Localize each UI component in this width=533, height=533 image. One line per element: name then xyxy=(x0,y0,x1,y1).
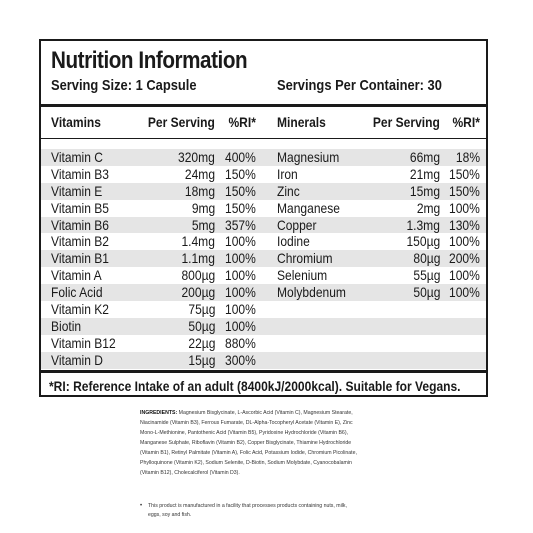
mineral-per-serving: 55µg xyxy=(412,267,440,284)
vitamin-per-serving: 22µg xyxy=(187,334,215,351)
vitamin-ri: 100% xyxy=(225,284,256,301)
vitamin-ri: 357% xyxy=(225,216,256,233)
table-row: Vitamin K2 75µg 100% xyxy=(41,301,486,318)
vitamin-name: Vitamin B5 xyxy=(51,199,110,216)
mineral-ri: 130% xyxy=(449,216,480,233)
table-row: Vitamin A 800µg 100% Selenium 55µg 100% xyxy=(41,267,486,284)
table-row: Vitamin B1 1.1mg 100% Chromium 80µg 200% xyxy=(41,250,486,268)
divider-header xyxy=(41,138,486,139)
vitamin-name: Folic Acid xyxy=(51,284,103,301)
vitamin-per-serving: 800µg xyxy=(181,267,215,284)
table-row: Vitamin D 15µg 300% xyxy=(41,351,486,369)
vitamin-per-serving: 320mg xyxy=(178,149,215,165)
header-minerals: Minerals xyxy=(277,114,326,130)
nutrient-table: Vitamin C 320mg 400% Magnesium 66mg 18% Vitami… xyxy=(41,149,486,369)
mineral-ri: 100% xyxy=(449,199,480,216)
mineral-ri: 100% xyxy=(449,267,480,284)
header-ri-vitamins: %RI* xyxy=(228,114,256,130)
allergen-note: This product is manufactured in a facili… xyxy=(148,503,347,518)
mineral-name: Molybdenum xyxy=(277,284,346,301)
header-vitamins: Vitamins xyxy=(51,114,101,130)
table-row: Vitamin E 18mg 150% Zinc 15mg 150% xyxy=(41,182,486,200)
mineral-name: Iron xyxy=(277,165,298,182)
mineral-name: Manganese xyxy=(277,199,340,216)
mineral-name: Iodine xyxy=(277,233,310,250)
vitamin-name: Vitamin C xyxy=(51,149,103,165)
mineral-per-serving: 50µg xyxy=(412,284,440,301)
nutrition-panel: Nutrition Information Serving Size: 1 Ca… xyxy=(39,39,488,397)
vitamin-ri: 400% xyxy=(225,149,256,165)
vitamin-per-serving: 5mg xyxy=(191,216,215,233)
divider-top xyxy=(41,104,486,107)
vitamin-name: Biotin xyxy=(51,317,82,334)
mineral-per-serving: 66mg xyxy=(409,149,440,165)
ingredients-block: INGREDIENTS: Magnesium Bisglycinate, L-A… xyxy=(140,408,360,478)
vitamin-name: Vitamin B1 xyxy=(51,250,110,267)
header-per-serving-minerals: Per Serving xyxy=(373,114,440,130)
mineral-per-serving: 80µg xyxy=(412,250,440,267)
mineral-name: Magnesium xyxy=(277,149,340,165)
ingredients-text: Magnesium Bisglycinate, L-Ascorbic Acid … xyxy=(140,410,357,476)
vitamin-ri: 150% xyxy=(225,165,256,182)
vitamin-name: Vitamin B2 xyxy=(51,233,110,250)
servings-per-container: Servings Per Container: 30 xyxy=(277,77,442,94)
header-ri-minerals: %RI* xyxy=(452,114,480,130)
table-row: Vitamin B5 9mg 150% Manganese 2mg 100% xyxy=(41,200,486,217)
vitamin-per-serving: 1.4mg xyxy=(181,233,215,250)
table-row: Vitamin C 320mg 400% Magnesium 66mg 18% xyxy=(41,149,486,166)
mineral-ri: 150% xyxy=(449,182,480,199)
vitamin-per-serving: 200µg xyxy=(181,284,215,301)
vitamin-ri: 100% xyxy=(225,317,256,334)
table-row: Biotin 50µg 100% xyxy=(41,317,486,335)
vitamin-ri: 300% xyxy=(225,351,256,368)
ingredients-label: INGREDIENTS: xyxy=(140,410,178,416)
panel-title: Nutrition Information xyxy=(51,47,248,74)
mineral-ri: 100% xyxy=(449,233,480,250)
mineral-ri: 100% xyxy=(449,284,480,301)
mineral-ri: 18% xyxy=(455,149,480,165)
mineral-per-serving: 1.3mg xyxy=(406,216,440,233)
mineral-name: Copper xyxy=(277,216,317,233)
mineral-per-serving: 21mg xyxy=(409,165,440,182)
vitamin-per-serving: 50µg xyxy=(187,317,215,334)
mineral-per-serving: 2mg xyxy=(416,199,440,216)
vitamin-ri: 880% xyxy=(225,334,256,351)
vitamin-ri: 100% xyxy=(225,250,256,267)
bullet-icon: • xyxy=(140,503,143,509)
vitamin-name: Vitamin B3 xyxy=(51,165,110,182)
vitamin-name: Vitamin K2 xyxy=(51,301,110,318)
vitamin-name: Vitamin A xyxy=(51,267,102,284)
vitamin-name: Vitamin B12 xyxy=(51,334,116,351)
table-row: Vitamin B3 24mg 150% Iron 21mg 150% xyxy=(41,166,486,183)
mineral-per-serving: 15mg xyxy=(409,182,440,199)
ri-footnote: *RI: Reference Intake of an adult (8400k… xyxy=(49,378,461,394)
mineral-name: Chromium xyxy=(277,250,333,267)
mineral-name: Selenium xyxy=(277,267,328,284)
vitamin-per-serving: 18mg xyxy=(184,182,215,199)
vitamin-ri: 100% xyxy=(225,301,256,318)
vitamin-name: Vitamin D xyxy=(51,351,103,368)
vitamin-ri: 150% xyxy=(225,182,256,199)
serving-size: Serving Size: 1 Capsule xyxy=(51,77,197,94)
vitamin-ri: 100% xyxy=(225,233,256,250)
mineral-per-serving: 150µg xyxy=(406,233,440,250)
table-row: Folic Acid 200µg 100% Molybdenum 50µg 100% xyxy=(41,284,486,302)
vitamin-ri: 100% xyxy=(225,267,256,284)
vitamin-per-serving: 15µg xyxy=(187,351,215,368)
vitamin-per-serving: 24mg xyxy=(184,165,215,182)
mineral-name: Zinc xyxy=(277,182,300,199)
divider-bottom xyxy=(41,370,486,373)
vitamin-name: Vitamin E xyxy=(51,182,103,199)
vitamin-per-serving: 9mg xyxy=(191,199,215,216)
vitamin-per-serving: 75µg xyxy=(187,301,215,318)
table-row: Vitamin B12 22µg 880% xyxy=(41,335,486,352)
table-row: Vitamin B6 5mg 357% Copper 1.3mg 130% xyxy=(41,216,486,234)
header-per-serving-vitamins: Per Serving xyxy=(148,114,215,130)
vitamin-per-serving: 1.1mg xyxy=(181,250,215,267)
mineral-ri: 150% xyxy=(449,165,480,182)
vitamin-name: Vitamin B6 xyxy=(51,216,110,233)
vitamin-ri: 150% xyxy=(225,199,256,216)
table-row: Vitamin B2 1.4mg 100% Iodine 150µg 100% xyxy=(41,233,486,250)
mineral-ri: 200% xyxy=(449,250,480,267)
